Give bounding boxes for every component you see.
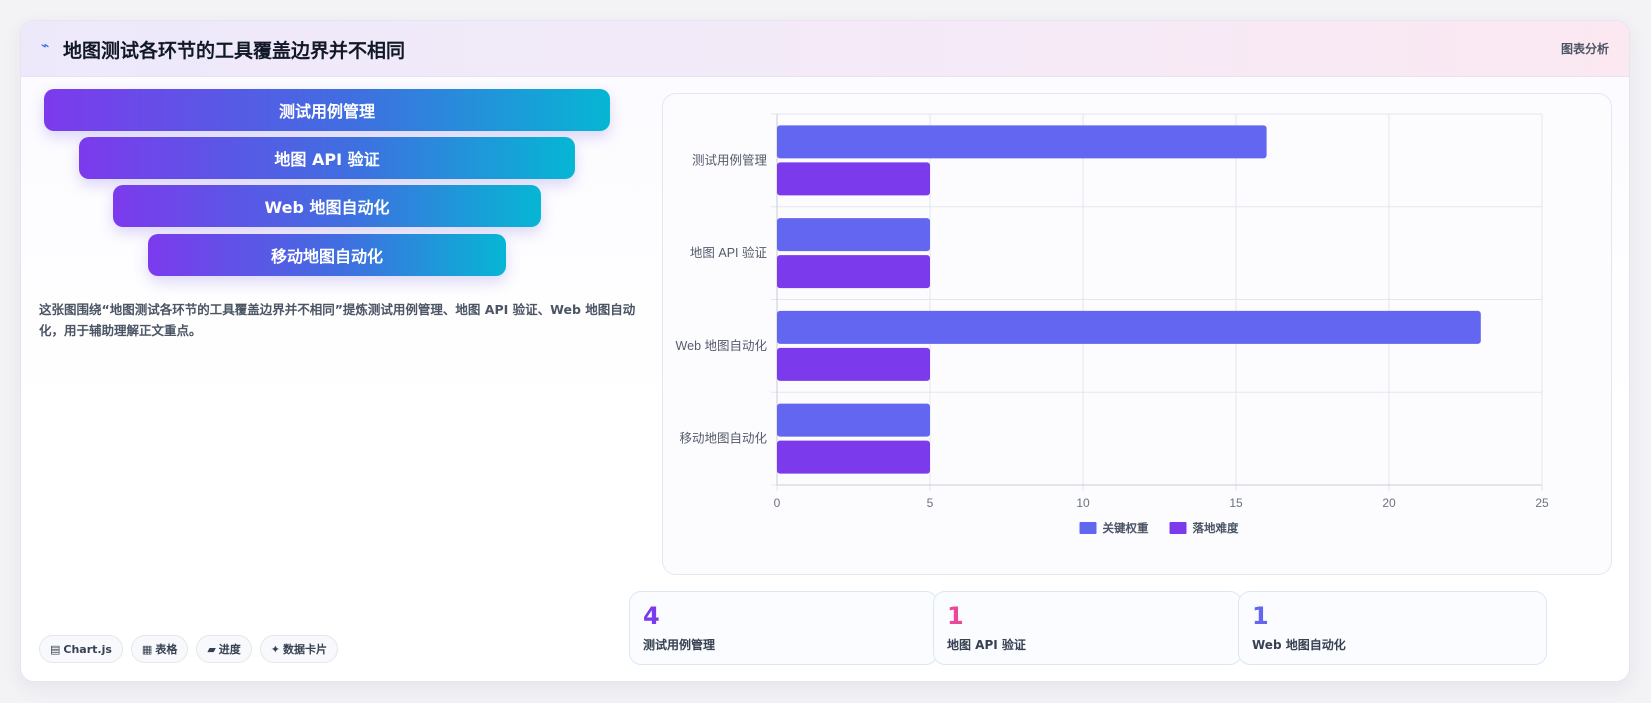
y-tick-label: 移动地图自动化	[679, 432, 767, 446]
tech-chips: ▤ Chart.js ▦ 表格 ▰ 进度 ✦ 数据卡片	[39, 635, 339, 663]
card-header: ⌁ 地图测试各环节的工具覆盖边界并不相同 图表分析	[21, 21, 1629, 77]
chip-label: 表格	[155, 643, 178, 656]
funnel-step-label: Web 地图自动化	[264, 198, 390, 217]
bar	[777, 162, 930, 196]
chart-icon: ▤	[50, 642, 61, 656]
legend-swatch	[1169, 522, 1187, 534]
stat-value: 4	[643, 602, 660, 630]
chip-progress[interactable]: ▰ 进度	[196, 635, 252, 663]
stat-value: 1	[1252, 602, 1269, 630]
card-title: 地图测试各环节的工具覆盖边界并不相同	[63, 40, 406, 62]
funnel-step-label: 测试用例管理	[278, 102, 375, 121]
bar	[777, 255, 930, 289]
x-tick-label: 15	[1229, 496, 1243, 510]
stat-card: 1 Web 地图自动化	[1238, 591, 1547, 665]
bar	[777, 125, 1267, 159]
x-tick-label: 20	[1382, 496, 1396, 510]
x-tick-label: 5	[927, 496, 934, 510]
card-tag: 图表分析	[1560, 42, 1609, 56]
stat-card: 1 地图 API 验证	[933, 591, 1242, 665]
funnel-step: 移动地图自动化	[148, 234, 506, 276]
chip-table[interactable]: ▦ 表格	[130, 635, 189, 663]
funnel-step-label: 移动地图自动化	[270, 247, 383, 266]
stat-value: 1	[947, 602, 964, 630]
legend-swatch	[1079, 522, 1097, 534]
stat-label: 地图 API 验证	[947, 638, 1026, 652]
funnel-step: 测试用例管理	[44, 89, 610, 131]
y-tick-label: 地图 API 验证	[690, 245, 768, 260]
bar-chart-panel: 0 5 10 15 20 25 测试用例管理 地图 API 验证 Web 地图自动化 移动地图自动…	[662, 93, 1612, 575]
chip-label: Chart.js	[63, 642, 112, 656]
y-tick-label: Web 地图自动化	[676, 339, 768, 353]
bar	[777, 403, 930, 437]
chip-chartjs[interactable]: ▤ Chart.js	[39, 635, 123, 663]
legend-label: 关键权重	[1103, 521, 1149, 535]
line-chart-icon: ⌁	[41, 38, 50, 54]
bar	[777, 218, 930, 252]
chart-description: 这张图围绕“地图测试各环节的工具覆盖边界并不相同”提炼测试用例管理、地图 API…	[39, 302, 636, 338]
x-tick-label: 0	[774, 496, 781, 510]
chip-label: 进度	[218, 643, 241, 656]
table-icon: ▦	[141, 642, 153, 656]
chip-data-card[interactable]: ✦ 数据卡片	[259, 635, 339, 663]
sparkle-icon: ✦	[270, 642, 281, 656]
progress-icon: ▰	[207, 642, 216, 656]
funnel-step: Web 地图自动化	[113, 185, 541, 227]
bar	[777, 310, 1481, 344]
funnel-step-label: 地图 API 验证	[274, 150, 380, 169]
funnel-step: 地图 API 验证	[79, 137, 575, 179]
bar	[777, 347, 930, 381]
legend-label: 落地难度	[1193, 521, 1239, 535]
x-tick-label: 10	[1076, 496, 1090, 510]
stat-label: 测试用例管理	[643, 638, 716, 652]
bar	[777, 440, 930, 474]
stat-label: Web 地图自动化	[1252, 638, 1346, 652]
x-tick-label: 25	[1535, 496, 1549, 510]
stat-card: 4 测试用例管理	[629, 591, 938, 665]
y-tick-label: 测试用例管理	[692, 152, 768, 167]
chip-label: 数据卡片	[283, 643, 328, 656]
analysis-card: ⌁ 地图测试各环节的工具覆盖边界并不相同 图表分析 测试用例管理 地图 API …	[20, 20, 1630, 682]
